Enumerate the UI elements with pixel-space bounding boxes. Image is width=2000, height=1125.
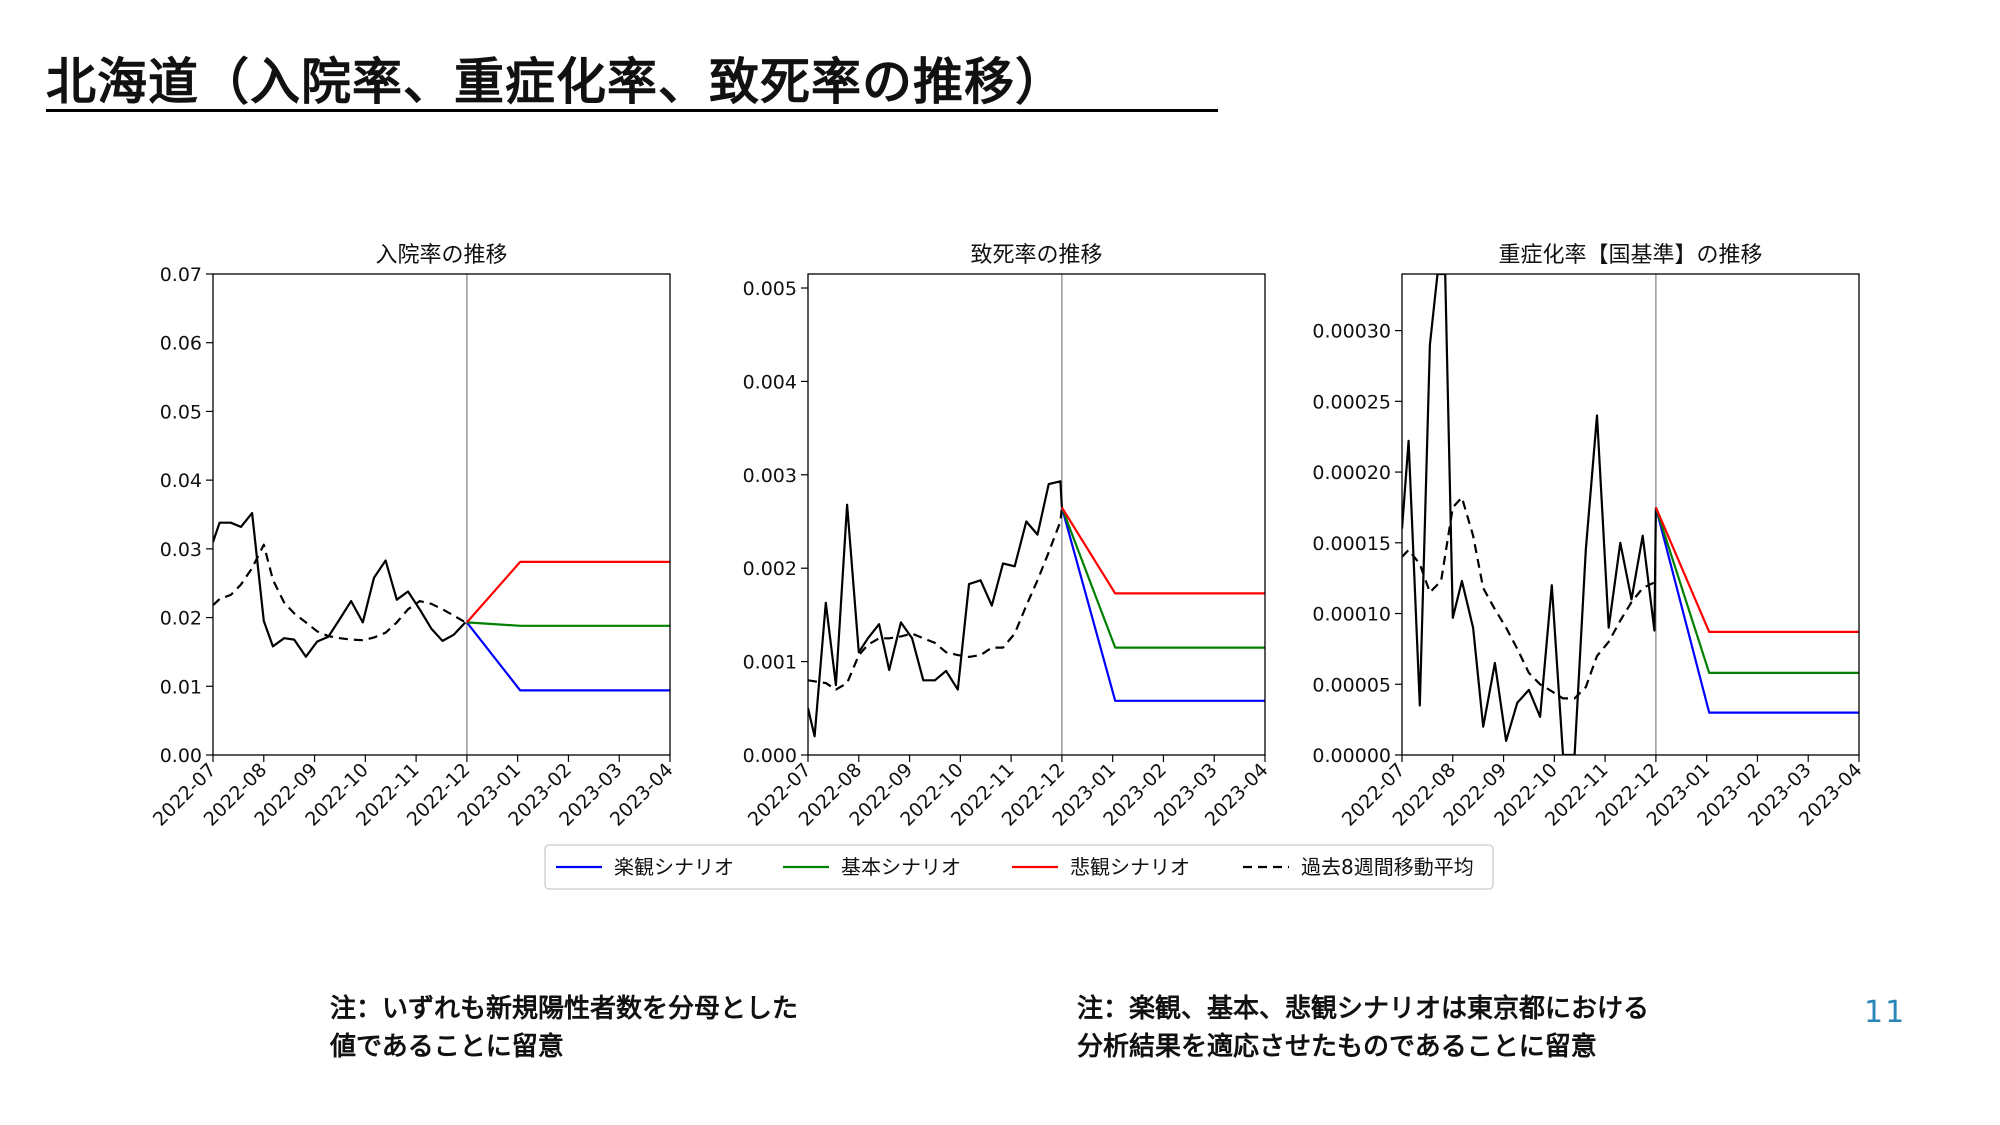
note-left: 注：いずれも新規陽性者数を分母とした 値であることに留意: [330, 990, 798, 1066]
y-tick-label: 0.000: [743, 745, 797, 767]
y-tick-label: 0.001: [743, 652, 797, 674]
y-tick-label: 0.00015: [1312, 533, 1391, 555]
y-tick-label: 0.00: [160, 745, 202, 767]
plot-frame: [807, 273, 1266, 756]
note-left-line-1: 注：いずれも新規陽性者数を分母とした: [330, 994, 799, 1024]
y-tick-label: 0.04: [160, 470, 202, 492]
series-line: [1654, 507, 1859, 675]
y-tick-label: 0.00010: [1312, 604, 1391, 626]
legend-label: 過去8週間移動平均: [1301, 855, 1474, 879]
y-tick-label: 0.00000: [1312, 745, 1391, 767]
y-tick-label: 0.003: [743, 465, 797, 487]
plot-frame: [1401, 273, 1860, 756]
y-tick-label: 0.07: [160, 264, 202, 286]
plot-frame: [212, 273, 671, 756]
series-line: [213, 511, 467, 658]
y-tick-label: 0.004: [743, 371, 797, 393]
y-tick-label: 0.002: [743, 558, 797, 580]
series-line: [466, 621, 670, 692]
series-line: [1060, 507, 1265, 649]
series-line: [466, 621, 670, 627]
series-line: [466, 560, 670, 624]
series-line: [1060, 507, 1265, 702]
chart-1: 入院率の推移0.000.010.020.030.040.050.060.0720…: [149, 243, 678, 831]
series-line: [1060, 506, 1265, 595]
y-tick-label: 0.01: [160, 676, 202, 698]
note-left-line-2: 値であることに留意: [330, 1032, 564, 1062]
y-tick-label: 0.005: [743, 278, 797, 300]
y-tick-label: 0.06: [160, 333, 202, 355]
chart-2: 致死率の推移0.0000.0010.0020.0030.0040.0052022…: [743, 243, 1273, 831]
y-tick-label: 0.00020: [1312, 462, 1391, 484]
note-right: 注：楽観、基本、悲観シナリオは東京都における 分析結果を適応させたものであること…: [1077, 990, 1649, 1066]
chart-title: 致死率の推移: [970, 243, 1102, 268]
legend: 楽観シナリオ 基本シナリオ 悲観シナリオ 過去8週間移動平均: [544, 844, 1494, 890]
y-tick-label: 0.00025: [1312, 391, 1391, 413]
legend-label: 楽観シナリオ: [614, 855, 734, 879]
page-number: 11: [1864, 995, 1907, 1030]
series-line: [1654, 506, 1859, 634]
note-right-line-2: 分析結果を適応させたものであることに留意: [1077, 1032, 1597, 1062]
series-line: [1402, 496, 1655, 700]
y-tick-label: 0.02: [160, 608, 202, 630]
y-tick-label: 0.00005: [1312, 674, 1391, 696]
series-line: [1654, 507, 1859, 714]
note-right-line-1: 注：楽観、基本、悲観シナリオは東京都における: [1077, 994, 1650, 1024]
chart-title: 入院率の推移: [375, 243, 507, 268]
page-title: 北海道（入院率、重症化率、致死率の推移）: [46, 53, 1066, 111]
y-tick-label: 0.00030: [1312, 321, 1391, 343]
series-line: [808, 507, 1063, 691]
legend-label: 悲観シナリオ: [1070, 855, 1190, 879]
chart-title: 重症化率【国基準】の推移: [1498, 243, 1762, 268]
series-line: [808, 480, 1063, 738]
series-line: [213, 543, 466, 642]
legend-label: 基本シナリオ: [841, 855, 961, 879]
y-tick-label: 0.05: [160, 401, 202, 423]
chart-3: 重症化率【国基準】の推移 0.00000 0.00005 0.00010 0.00015…: [1312, 243, 1866, 831]
title-underline: [46, 109, 1218, 112]
series-line: [1402, 274, 1657, 755]
y-tick-label: 0.03: [160, 539, 202, 561]
